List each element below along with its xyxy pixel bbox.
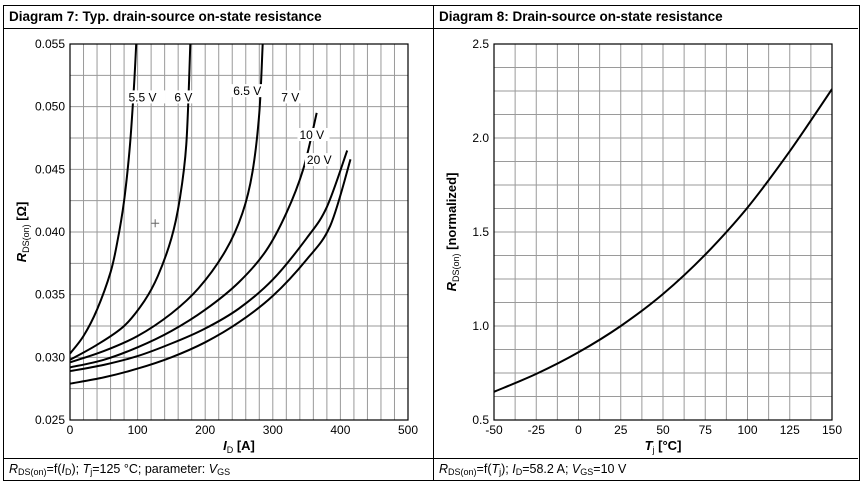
x-axis-label: ID [A] [223,438,255,455]
series-line-20-v [70,159,352,385]
curve-label-bg [231,84,271,98]
diagram-frame: Diagram 7: Typ. drain-source on-state re… [3,5,860,481]
diagram8-title: Diagram 8: Drain-source on-state resista… [434,6,858,29]
x-tick-label: -50 [485,423,503,437]
series-line-7-v [70,112,318,369]
x-tick-label: 300 [263,423,283,437]
x-tick-label: 125 [780,423,800,437]
plot-area-border [493,43,833,421]
y-tick-label: 0.025 [35,413,65,427]
diagram7-panel: Diagram 7: Typ. drain-source on-state re… [4,6,434,480]
curve-label-bg [297,128,330,141]
x-tick-label: -25 [528,423,546,437]
curve-label: 6.5 V [233,84,261,98]
x-tick-label: 150 [822,423,842,437]
plot-area-border [69,43,409,421]
x-tick-label: 100 [128,423,148,437]
y-tick-label: 2.0 [472,131,489,145]
diagram7-title: Diagram 7: Typ. drain-source on-state re… [4,6,433,29]
grid-lines [494,44,832,420]
series-line-rds-on-normalized [494,88,832,393]
crosshair-cursor-icon [151,219,160,228]
curve-label: 20 V [307,153,332,167]
y-tick-label: 0.050 [35,100,65,114]
x-tick-label: 25 [614,423,628,437]
y-tick-label: 0.5 [472,413,489,427]
y-tick-label: 0.045 [35,162,65,176]
y-tick-label: 0.040 [35,225,65,239]
x-tick-label: 100 [737,423,757,437]
series-line-6-v [70,43,192,361]
diagram7-chart: 0 100 200 300 400 500 0.025 0.030 0.035 0.040 0.04… [14,37,418,455]
diagram8-panel: Diagram 8: Drain-source on-state resista… [434,6,858,480]
grid-lines [70,44,408,420]
y-axis-label: RDS(on) [normalized] [444,173,461,292]
x-tick-label: 400 [330,423,350,437]
y-tick-label: 1.0 [472,319,489,333]
x-axis-label: Tj [°C] [645,438,682,455]
y-axis-label: RDS(on) [Ω] [14,202,31,263]
curve-label: 10 V [299,128,324,142]
curve-label: 6 V [174,90,192,104]
curve-label-bg [304,153,337,167]
curve-label-bg [172,90,198,104]
diagram7-caption: RDS(on)=f(ID); Tj=125 °C; parameter: VGS [4,458,433,480]
curve-label: 7 V [281,90,299,104]
x-tick-label: 0 [67,423,74,437]
y-tick-label: 0.035 [35,288,65,302]
x-tick-label: 50 [656,423,670,437]
series-line-6-5-v [70,43,264,364]
curve-label-bg [279,90,305,104]
curve-label-bg [126,90,166,104]
diagram8-chart: -50 -25 0 25 50 75 100 125 150 0.5 1.0 1.5 2.0 2.5 Tj … [444,37,842,455]
y-tick-label: 0.030 [35,350,65,364]
series-line-10-v [70,150,349,373]
x-tick-label: 200 [195,423,215,437]
y-tick-label: 0.055 [35,37,65,51]
diagram8-caption: RDS(on)=f(Tj); ID=58.2 A; VGS=10 V [434,458,858,480]
y-tick-label: 1.5 [472,225,489,239]
x-tick-label: 75 [699,423,713,437]
x-tick-label: 0 [575,423,582,437]
y-tick-label: 2.5 [472,37,489,51]
curve-label: 5.5 V [128,90,156,104]
series-line-5-5-v [70,43,138,355]
x-tick-label: 500 [398,423,418,437]
